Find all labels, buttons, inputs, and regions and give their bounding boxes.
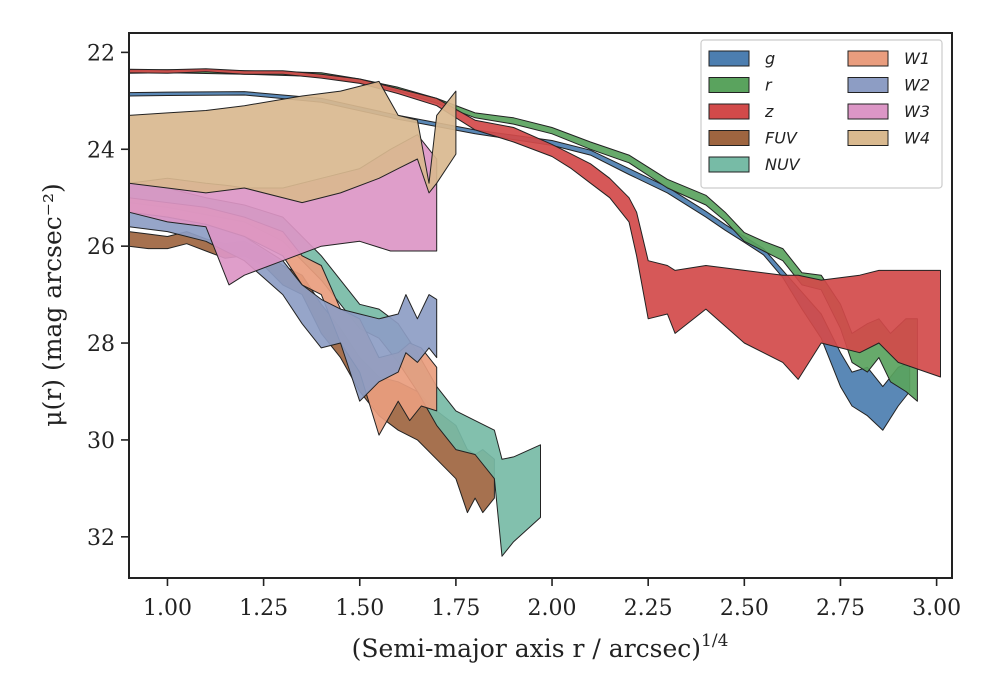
series-band-w4 (128, 80, 457, 204)
x-tick-label: 3.00 (912, 596, 961, 621)
y-axis: 22 24 26 28 30 32 (87, 41, 129, 551)
legend-swatch-nuv (708, 156, 750, 173)
y-tick-label: 22 (87, 41, 115, 66)
legend-label-nuv: NUV (765, 155, 801, 174)
x-tick-label: 2.00 (528, 596, 577, 621)
x-tick-label: 2.50 (720, 596, 769, 621)
y-axis-title: μ(r) (mag arcsec⁻²) (38, 183, 67, 426)
series-band-r (128, 69, 918, 402)
legend-label-fuv: FUV (765, 129, 798, 148)
legend-swatch-w4 (847, 130, 889, 146)
x-tick-label: 2.75 (816, 596, 865, 621)
legend-swatch-r (708, 77, 750, 93)
y-tick-label: 32 (87, 526, 115, 551)
legend-swatch-w1 (847, 50, 889, 67)
y-tick-label: 28 (87, 332, 115, 357)
y-tick-label: 26 (87, 235, 115, 260)
legend: grz FUV NUV W1 W2 W3 W4 (700, 39, 943, 189)
profile-bands (128, 68, 941, 557)
legend-label-w2: W2 (904, 76, 930, 95)
x-axis-title-text: (Semi-major axis r / arcsec) (352, 634, 701, 663)
series-band-z (128, 68, 941, 380)
x-tick-label: 1.00 (143, 596, 192, 621)
legend-label-r: r (765, 76, 773, 95)
legend-swatch-fuv (708, 130, 750, 146)
y-tick-label: 30 (87, 429, 115, 454)
legend-swatch-z (708, 103, 750, 120)
legend-label-w1: W1 (904, 49, 930, 68)
legend-swatch-g (708, 50, 750, 67)
x-tick-label: 1.50 (335, 596, 384, 621)
x-axis-title-exponent: 1/4 (701, 631, 728, 651)
legend-label-w3: W3 (904, 102, 930, 121)
legend-label-z: z (764, 102, 774, 121)
legend-label-w4: W4 (904, 129, 930, 148)
x-tick-label: 1.75 (431, 596, 480, 621)
x-tick-label: 2.25 (624, 596, 673, 621)
legend-swatch-w2 (847, 77, 889, 93)
x-axis: 1.00 1.25 1.50 1.75 2.00 2.25 2.50 2.75 3.00 (143, 578, 961, 621)
plot-frame (128, 32, 953, 579)
series-band-w2 (128, 211, 438, 402)
legend-swatch-w3 (847, 103, 889, 120)
y-tick-label: 24 (87, 138, 115, 163)
x-tick-label: 1.25 (239, 596, 288, 621)
x-axis-title: (Semi-major axis r / arcsec)1/4 (352, 631, 729, 663)
legend-label-g: g (765, 49, 775, 68)
